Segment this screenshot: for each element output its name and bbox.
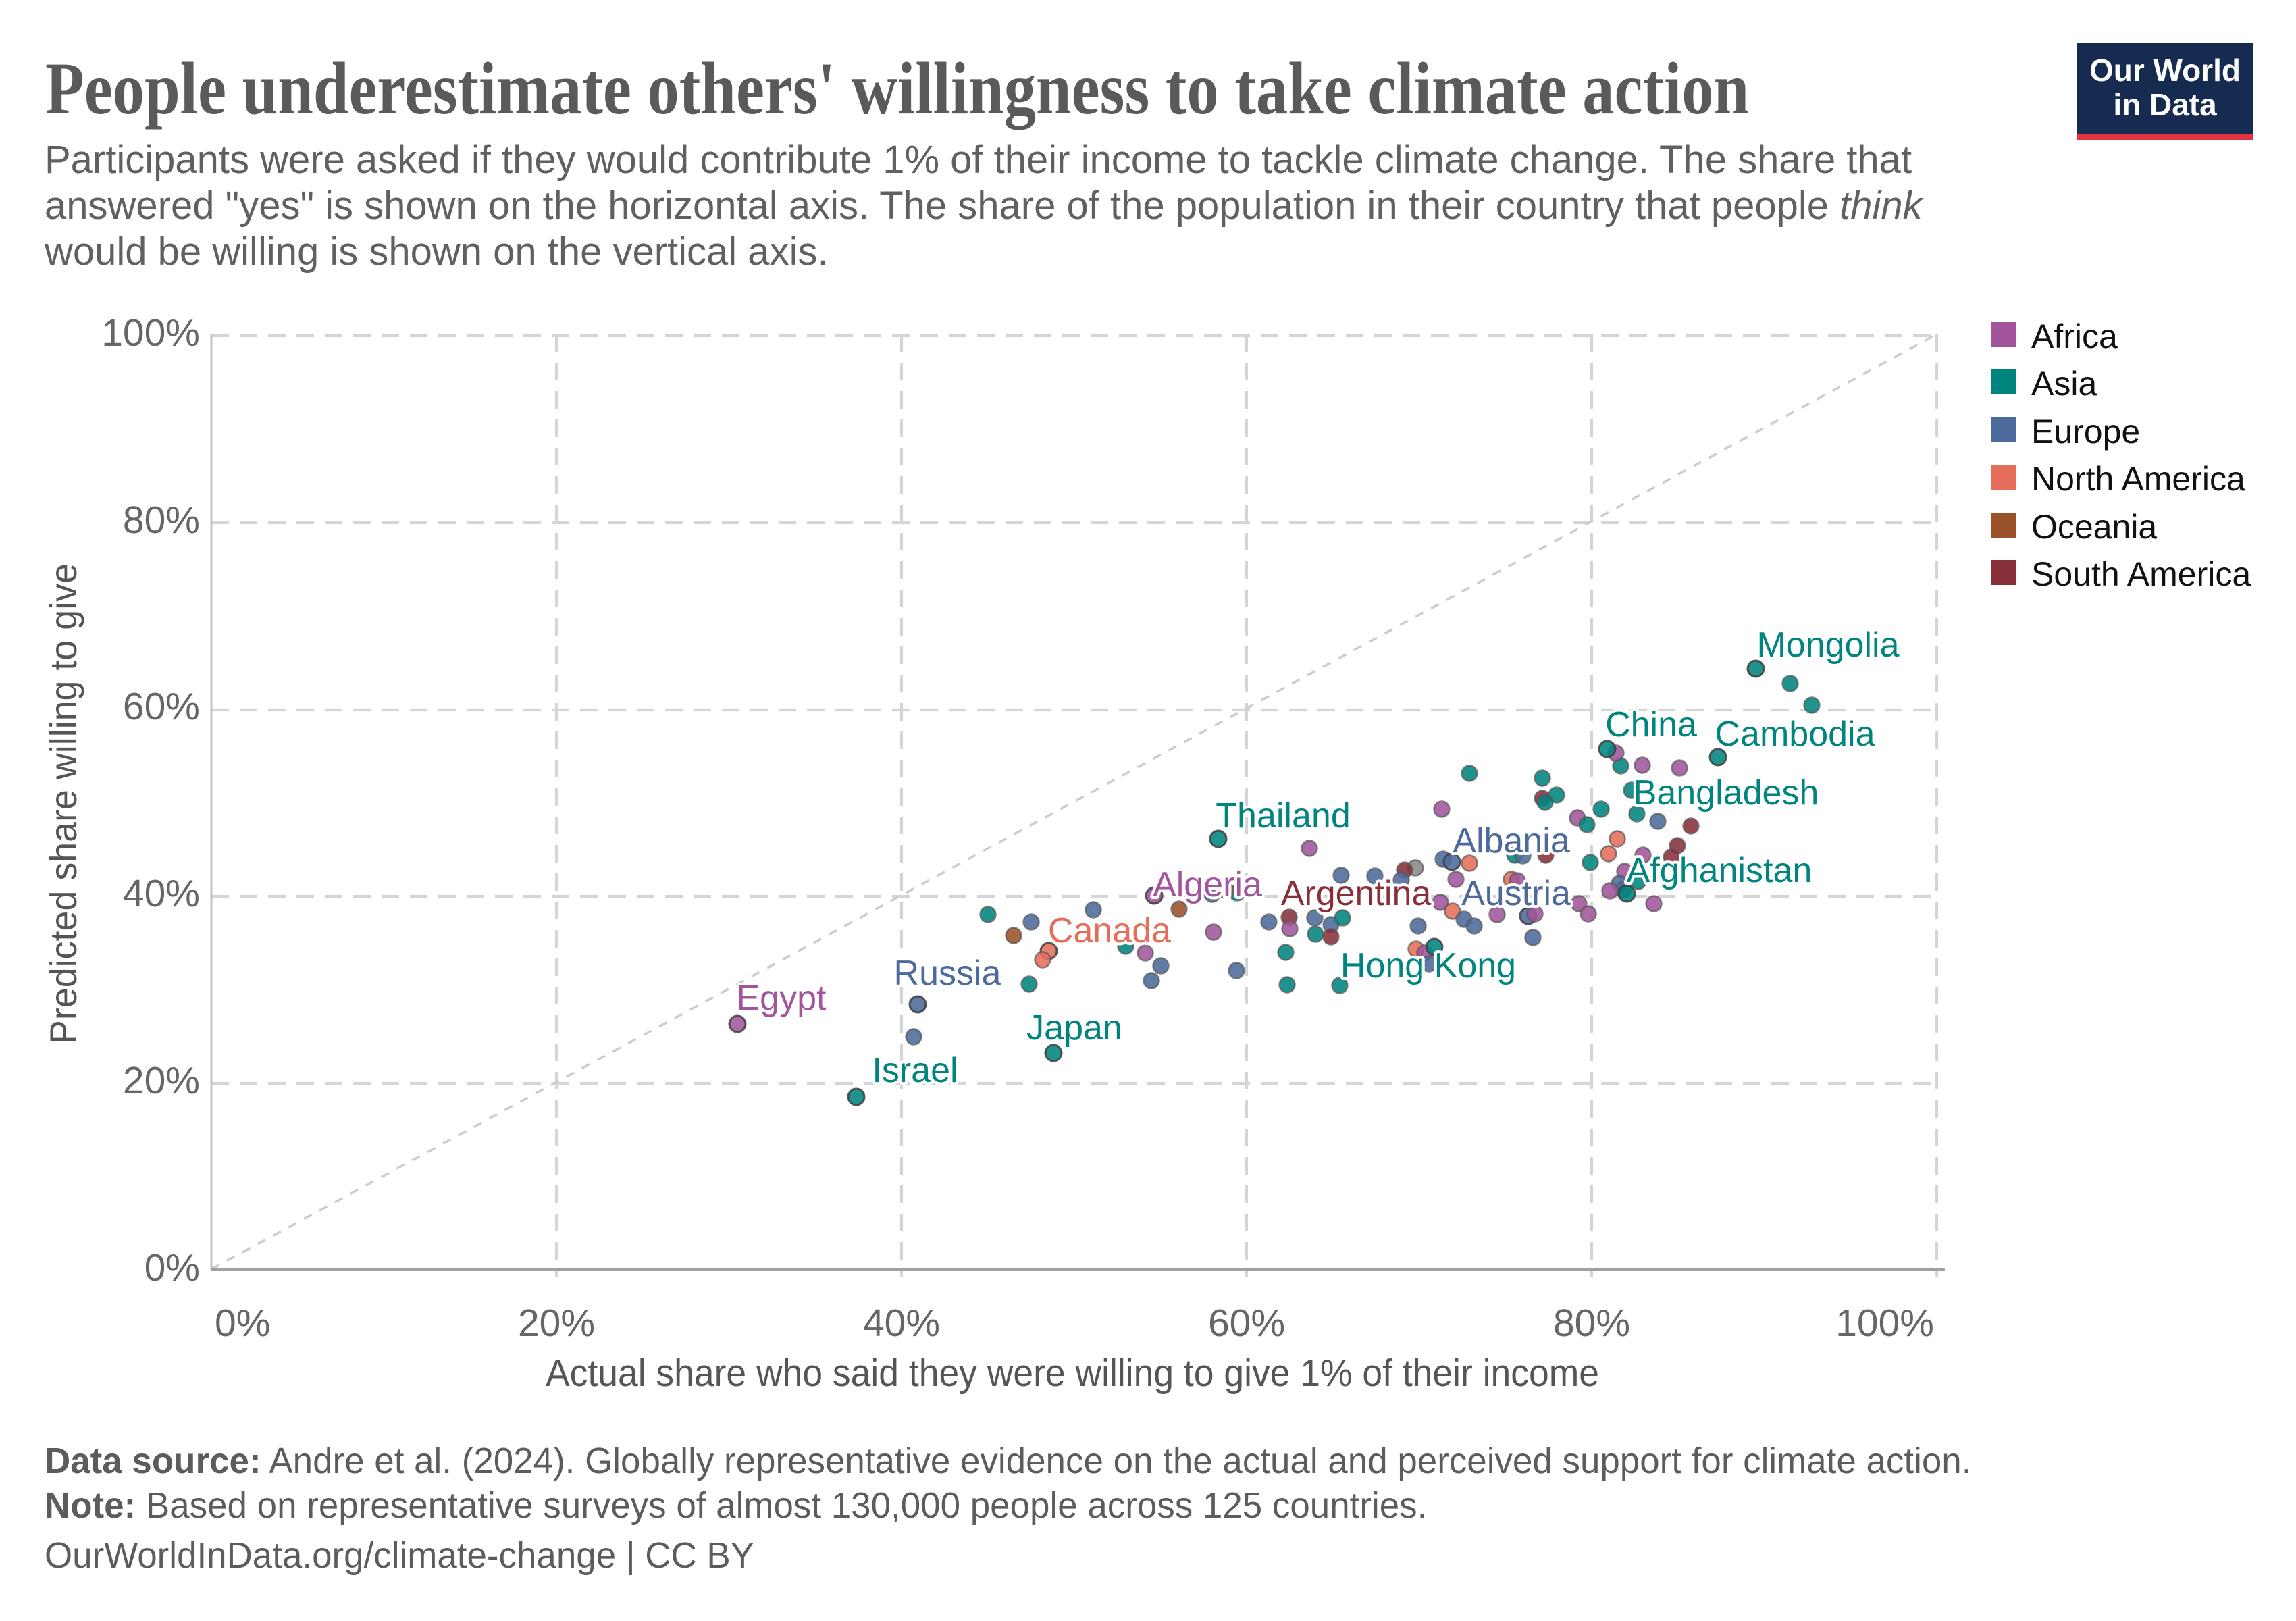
svg-text:Algeria: Algeria: [1153, 865, 1262, 904]
svg-text:China: China: [1605, 705, 1697, 744]
svg-text:Mongolia: Mongolia: [1756, 625, 1899, 665]
svg-text:Afghanistan: Afghanistan: [1627, 851, 1812, 890]
svg-text:Egypt: Egypt: [737, 979, 827, 1018]
svg-text:Argentina: Argentina: [1281, 874, 1432, 913]
svg-text:40%: 40%: [863, 1302, 940, 1345]
svg-text:Thailand: Thailand: [1216, 796, 1350, 835]
svg-text:Bangladesh: Bangladesh: [1634, 773, 1819, 813]
svg-text:Israel: Israel: [872, 1051, 958, 1090]
svg-text:80%: 80%: [123, 498, 200, 542]
svg-text:0%: 0%: [145, 1246, 200, 1289]
svg-text:100%: 100%: [101, 311, 200, 355]
svg-text:20%: 20%: [123, 1059, 200, 1102]
svg-text:Predicted share willing to giv: Predicted share willing to give: [42, 563, 84, 1044]
svg-text:Russia: Russia: [894, 954, 1001, 993]
svg-text:0%: 0%: [215, 1302, 270, 1345]
svg-text:60%: 60%: [123, 685, 200, 728]
svg-text:Albania: Albania: [1453, 821, 1570, 860]
svg-text:40%: 40%: [123, 872, 200, 915]
svg-text:Hong Kong: Hong Kong: [1340, 946, 1516, 985]
svg-text:Canada: Canada: [1048, 911, 1171, 950]
svg-text:100%: 100%: [1835, 1302, 1934, 1345]
svg-text:Austria: Austria: [1461, 874, 1571, 913]
svg-text:Actual share who said they wer: Actual share who said they were willing …: [546, 1352, 1599, 1395]
svg-text:60%: 60%: [1208, 1302, 1285, 1345]
svg-text:80%: 80%: [1553, 1302, 1630, 1345]
svg-text:20%: 20%: [518, 1302, 595, 1345]
svg-text:Cambodia: Cambodia: [1715, 715, 1875, 754]
svg-text:Japan: Japan: [1026, 1008, 1122, 1048]
